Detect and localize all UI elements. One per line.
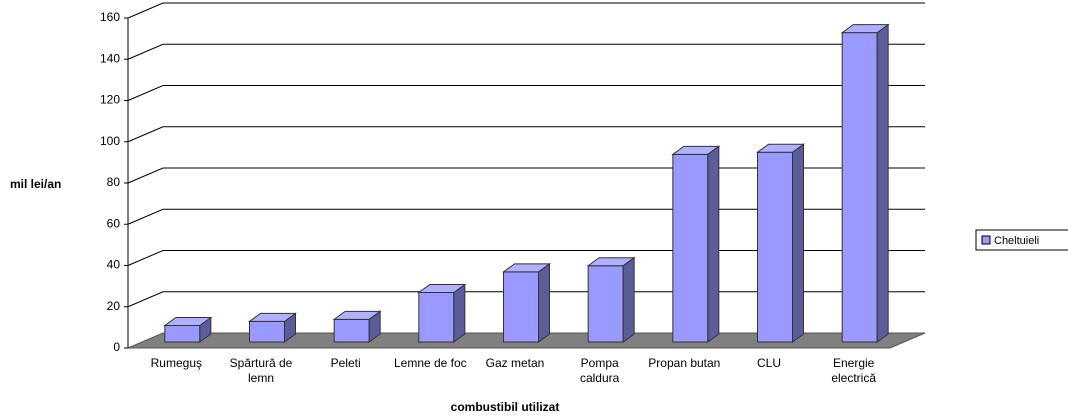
bar	[332, 310, 382, 343]
bar-top	[332, 310, 382, 320]
bar-front	[587, 265, 624, 343]
bar-top	[586, 257, 636, 267]
x-tick-label: CLU	[756, 356, 781, 370]
y-tick-label: 60	[107, 216, 121, 230]
y-tick-label: 40	[107, 258, 121, 272]
bar	[586, 256, 636, 343]
bar-top	[417, 284, 467, 293]
x-tick-label: Gaz metan	[485, 356, 545, 370]
bar-side	[453, 283, 466, 343]
grid-line	[127, 208, 925, 225]
bar-front	[841, 32, 878, 343]
grid-line	[127, 250, 925, 266]
bar	[501, 262, 552, 343]
bar-side	[538, 262, 550, 343]
y-tick-label: 120	[100, 93, 120, 107]
y-tick-label: 100	[100, 134, 120, 148]
bar	[671, 145, 721, 343]
bar	[755, 143, 806, 343]
bar	[840, 23, 890, 343]
y-tick-label: 80	[107, 175, 121, 189]
legend-swatch	[981, 235, 991, 245]
x-tick-label: Spărtură de lemn	[229, 356, 293, 385]
x-tick-label: Energie electrică	[831, 356, 876, 385]
grid-line	[127, 43, 925, 60]
x-tick-label: Peleti	[330, 356, 361, 370]
bar-top	[840, 24, 890, 34]
bar-top	[501, 263, 552, 273]
bar-side	[792, 143, 804, 343]
x-tick-label: Pompa caldura	[579, 356, 620, 385]
bar-top	[671, 145, 721, 155]
x-tick-label: Rumeguş	[150, 356, 202, 370]
bar-front	[418, 292, 455, 343]
bar-front	[333, 318, 370, 343]
legend-label: Cheltuieli	[994, 235, 1039, 247]
bar-side	[622, 256, 635, 343]
grid-line	[127, 291, 925, 308]
bar-side	[707, 145, 720, 343]
bar-top	[247, 312, 298, 322]
y-tick-label: 160	[100, 10, 120, 24]
legend-box	[975, 229, 1068, 251]
bar-front	[757, 151, 793, 343]
bar-front	[249, 320, 285, 343]
bar-top	[163, 317, 213, 326]
grid-line	[127, 2, 925, 19]
y-tick-label: 0	[113, 340, 120, 354]
bar	[417, 283, 467, 343]
y-tick-label: 20	[107, 299, 121, 313]
grid-line	[127, 85, 925, 101]
bar-front	[164, 325, 201, 343]
bar-side	[876, 23, 889, 343]
bar-top	[755, 143, 806, 153]
y-tick-label: 140	[100, 51, 120, 65]
x-tick-label: Lemne de foc	[393, 356, 467, 370]
x-axis-label: combustibil utilizat	[451, 400, 560, 414]
grid-line	[127, 167, 925, 184]
grid-line	[127, 126, 925, 143]
bar	[247, 312, 298, 343]
bar-front	[503, 271, 539, 343]
y-axis-label: mil lei/an	[10, 177, 61, 191]
x-tick-label: Propan butan	[648, 356, 721, 370]
bar	[163, 316, 213, 343]
bar-front	[672, 153, 709, 343]
